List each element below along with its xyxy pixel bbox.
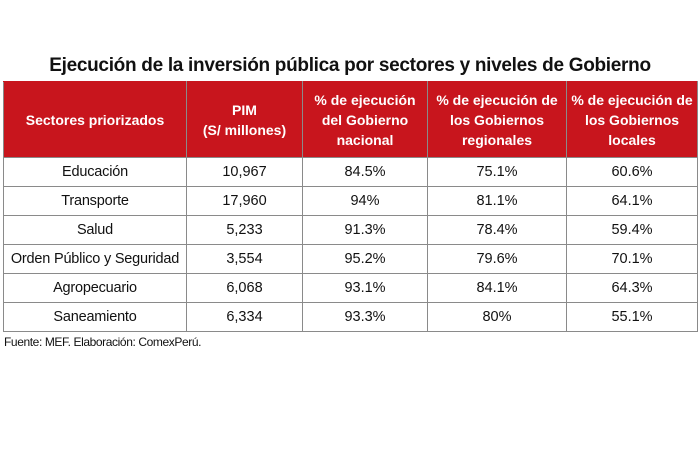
sector-cell: Saneamiento <box>3 302 187 332</box>
column-header-regionales: % de ejecución de los Gobiernos regional… <box>427 81 567 158</box>
header-line: Sectores priorizados <box>25 111 165 128</box>
pim-cell: 6,068 <box>186 273 303 303</box>
locales-cell: 59.4% <box>566 215 698 245</box>
header-line: los Gobiernos <box>449 111 545 128</box>
nacional-cell: 91.3% <box>302 215 428 245</box>
header-line: PIM <box>232 101 257 118</box>
table-row: Orden Público y Seguridad 3,554 95.2% 79… <box>3 244 698 274</box>
table-row: Agropecuario 6,068 93.1% 84.1% 64.3% <box>3 273 698 303</box>
regionales-cell: 79.6% <box>427 244 567 274</box>
header-line: locales <box>608 131 656 148</box>
nacional-cell: 93.3% <box>302 302 428 332</box>
regionales-cell: 78.4% <box>427 215 567 245</box>
pim-cell: 6,334 <box>186 302 303 332</box>
regionales-cell: 75.1% <box>427 157 567 187</box>
table-row: Transporte 17,960 94% 81.1% 64.1% <box>3 186 698 216</box>
nacional-cell: 95.2% <box>302 244 428 274</box>
sector-cell: Transporte <box>3 186 187 216</box>
header-line: (S/ millones) <box>202 121 287 138</box>
header-line: % de ejecución de <box>571 91 693 108</box>
pim-cell: 5,233 <box>186 215 303 245</box>
table-header: Sectores priorizados PIM (S/ millones) %… <box>3 81 698 158</box>
column-header-nacional: % de ejecución del Gobierno nacional <box>302 81 428 158</box>
sector-cell: Agropecuario <box>3 273 187 303</box>
header-line: % de ejecución <box>314 91 416 108</box>
table-row: Educación 10,967 84.5% 75.1% 60.6% <box>3 157 698 187</box>
locales-cell: 64.1% <box>566 186 698 216</box>
pim-cell: 10,967 <box>186 157 303 187</box>
nacional-cell: 84.5% <box>302 157 428 187</box>
nacional-cell: 93.1% <box>302 273 428 303</box>
table-row: Salud 5,233 91.3% 78.4% 59.4% <box>3 215 698 245</box>
column-header-sector: Sectores priorizados <box>3 81 187 158</box>
header-row: Sectores priorizados PIM (S/ millones) %… <box>3 81 698 158</box>
locales-cell: 55.1% <box>566 302 698 332</box>
regionales-cell: 80% <box>427 302 567 332</box>
sector-cell: Educación <box>3 157 187 187</box>
source-note: Fuente: MEF. Elaboración: ComexPerú. <box>4 335 202 349</box>
locales-cell: 60.6% <box>566 157 698 187</box>
pim-cell: 17,960 <box>186 186 303 216</box>
regionales-cell: 81.1% <box>427 186 567 216</box>
sector-cell: Orden Público y Seguridad <box>3 244 187 274</box>
column-header-locales: % de ejecución de los Gobiernos locales <box>566 81 698 158</box>
data-table: Sectores priorizados PIM (S/ millones) %… <box>3 81 698 332</box>
sector-cell: Salud <box>3 215 187 245</box>
locales-cell: 64.3% <box>566 273 698 303</box>
header-line: regionales <box>461 131 533 148</box>
page-title: Ejecución de la inversión pública por se… <box>49 55 651 76</box>
header-line: nacional <box>336 131 394 148</box>
regionales-cell: 84.1% <box>427 273 567 303</box>
column-header-pim: PIM (S/ millones) <box>186 81 303 158</box>
nacional-cell: 94% <box>302 186 428 216</box>
table-row: Saneamiento 6,334 93.3% 80% 55.1% <box>3 302 698 332</box>
header-line: los Gobiernos <box>584 111 680 128</box>
header-line: del Gobierno <box>321 111 409 128</box>
table-body: Educación 10,967 84.5% 75.1% 60.6% Trans… <box>3 157 698 332</box>
header-line: % de ejecución de <box>436 91 558 108</box>
pim-cell: 3,554 <box>186 244 303 274</box>
locales-cell: 70.1% <box>566 244 698 274</box>
